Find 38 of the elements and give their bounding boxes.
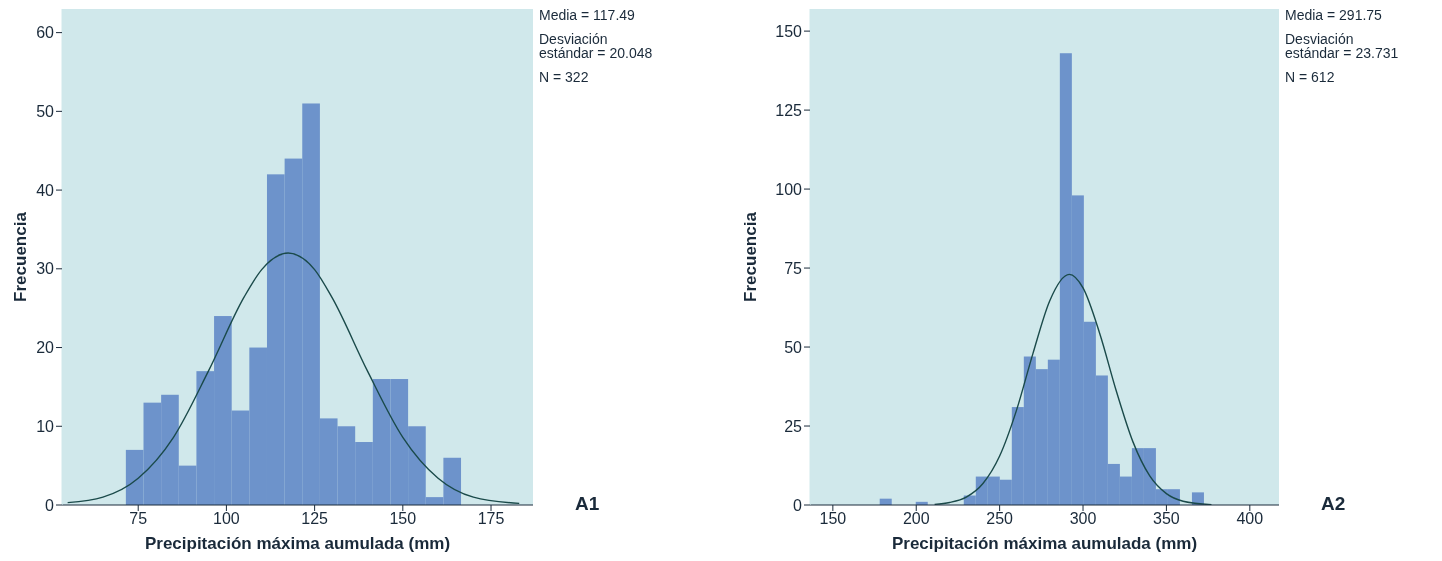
x-tick-label: 250: [986, 510, 1014, 528]
text: Desviación estándar = 20.048: [539, 31, 654, 61]
y-tick-label: 20: [36, 339, 55, 357]
text: Media = 291.75: [1285, 7, 1383, 23]
y-tick-label: 125: [775, 101, 803, 119]
x-tick-label: 125: [301, 510, 329, 528]
y-tick-label: 0: [793, 496, 803, 514]
x-tick-label: 200: [902, 510, 930, 528]
x-axis-title: Precipitación máxima aumulada (mm): [891, 534, 1198, 553]
x-tick-label: 150: [819, 510, 847, 528]
x-tick-label: 150: [389, 510, 417, 528]
y-tick-label: 30: [36, 260, 55, 278]
y-axis-title: Frecuencia: [741, 211, 761, 302]
x-tick-label: 175: [477, 510, 505, 528]
text: N = 612: [1285, 69, 1336, 85]
x-tick-label: 100: [213, 510, 240, 528]
text: A2: [1321, 493, 1346, 515]
y-tick-label: 50: [784, 338, 803, 356]
text: A1: [575, 493, 600, 515]
y-tick-label: 150: [775, 22, 803, 40]
y-axis-title: Frecuencia: [11, 211, 31, 302]
x-tick-label: 350: [1153, 510, 1180, 528]
y-tick-label: 25: [784, 417, 803, 435]
y-tick-label: 0: [45, 496, 55, 514]
y-tick-label: 50: [36, 103, 55, 121]
text: N = 322: [539, 69, 590, 85]
y-tick-label: 10: [36, 417, 55, 435]
y-tick-label: 40: [36, 181, 55, 199]
x-tick-label: 75: [129, 510, 148, 528]
x-tick-label: 400: [1236, 510, 1264, 528]
y-tick-label: 60: [36, 24, 55, 42]
y-tick-label: 100: [775, 180, 803, 198]
x-axis-title: Precipitación máxima aumulada (mm): [144, 534, 451, 553]
text: Media = 117.49: [539, 7, 636, 23]
text: Desviación estándar = 23.731: [1285, 31, 1400, 61]
x-tick-label: 300: [1069, 510, 1097, 528]
line-series: [66, 252, 520, 505]
y-tick-label: 75: [784, 259, 803, 277]
